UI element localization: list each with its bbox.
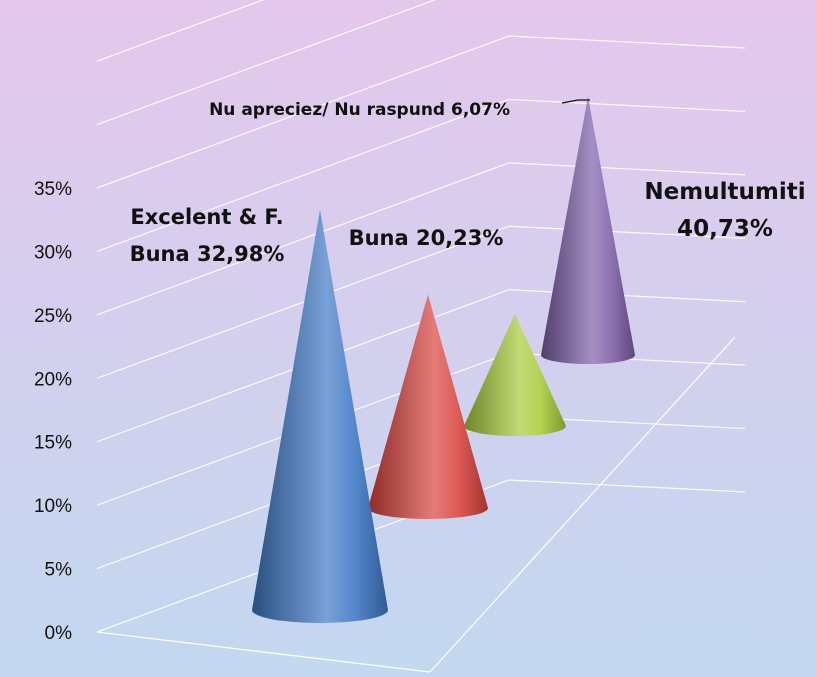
gridline <box>96 35 510 189</box>
gridline <box>96 0 265 62</box>
gridline <box>508 98 746 113</box>
y-axis-tick-labels: 0% 5% 10% 15% 20% 25% 30% 35% <box>34 179 72 644</box>
data-label-1-line2: Buna 32,98% <box>130 242 285 266</box>
cone-2 <box>368 294 488 519</box>
gridline <box>96 162 510 316</box>
data-label-4: Nemultumiti <box>644 179 805 205</box>
data-label-1: Excelent & F. <box>130 205 283 229</box>
cone-1 <box>252 209 388 623</box>
y-tick-label: 5% <box>45 560 73 581</box>
gridline <box>508 35 746 49</box>
data-label-3: Nu apreciez/ Nu raspund 6,07% <box>209 100 510 120</box>
cone-body <box>252 209 388 623</box>
y-tick-label: 30% <box>34 242 72 263</box>
gridline <box>96 225 510 379</box>
y-tick-label: 20% <box>34 369 72 390</box>
floor-edge <box>429 336 736 673</box>
gridline <box>96 0 437 126</box>
gridline <box>96 98 510 252</box>
y-tick-label: 25% <box>34 306 72 327</box>
cone-3 <box>464 313 566 436</box>
gridline <box>508 289 746 303</box>
gridline <box>508 479 746 493</box>
data-label-2: Buna 20,23% <box>349 226 504 250</box>
gridline <box>508 225 746 239</box>
cone-4 <box>541 96 635 364</box>
cone-body <box>464 313 566 436</box>
cone-body <box>368 294 488 519</box>
cone-body <box>541 96 635 364</box>
data-labels: Excelent & F. Buna 32,98% Buna 20,23% Nu ap… <box>130 99 806 266</box>
gridline <box>508 162 746 176</box>
y-tick-label: 15% <box>34 433 72 454</box>
y-tick-label: 0% <box>45 623 73 644</box>
cone-series <box>252 96 635 623</box>
y-tick-label: 35% <box>34 179 72 200</box>
floor-edge <box>96 631 431 673</box>
leader-line <box>561 99 590 104</box>
y-tick-label: 10% <box>34 496 72 517</box>
data-label-4-line2: 40,73% <box>677 216 773 242</box>
